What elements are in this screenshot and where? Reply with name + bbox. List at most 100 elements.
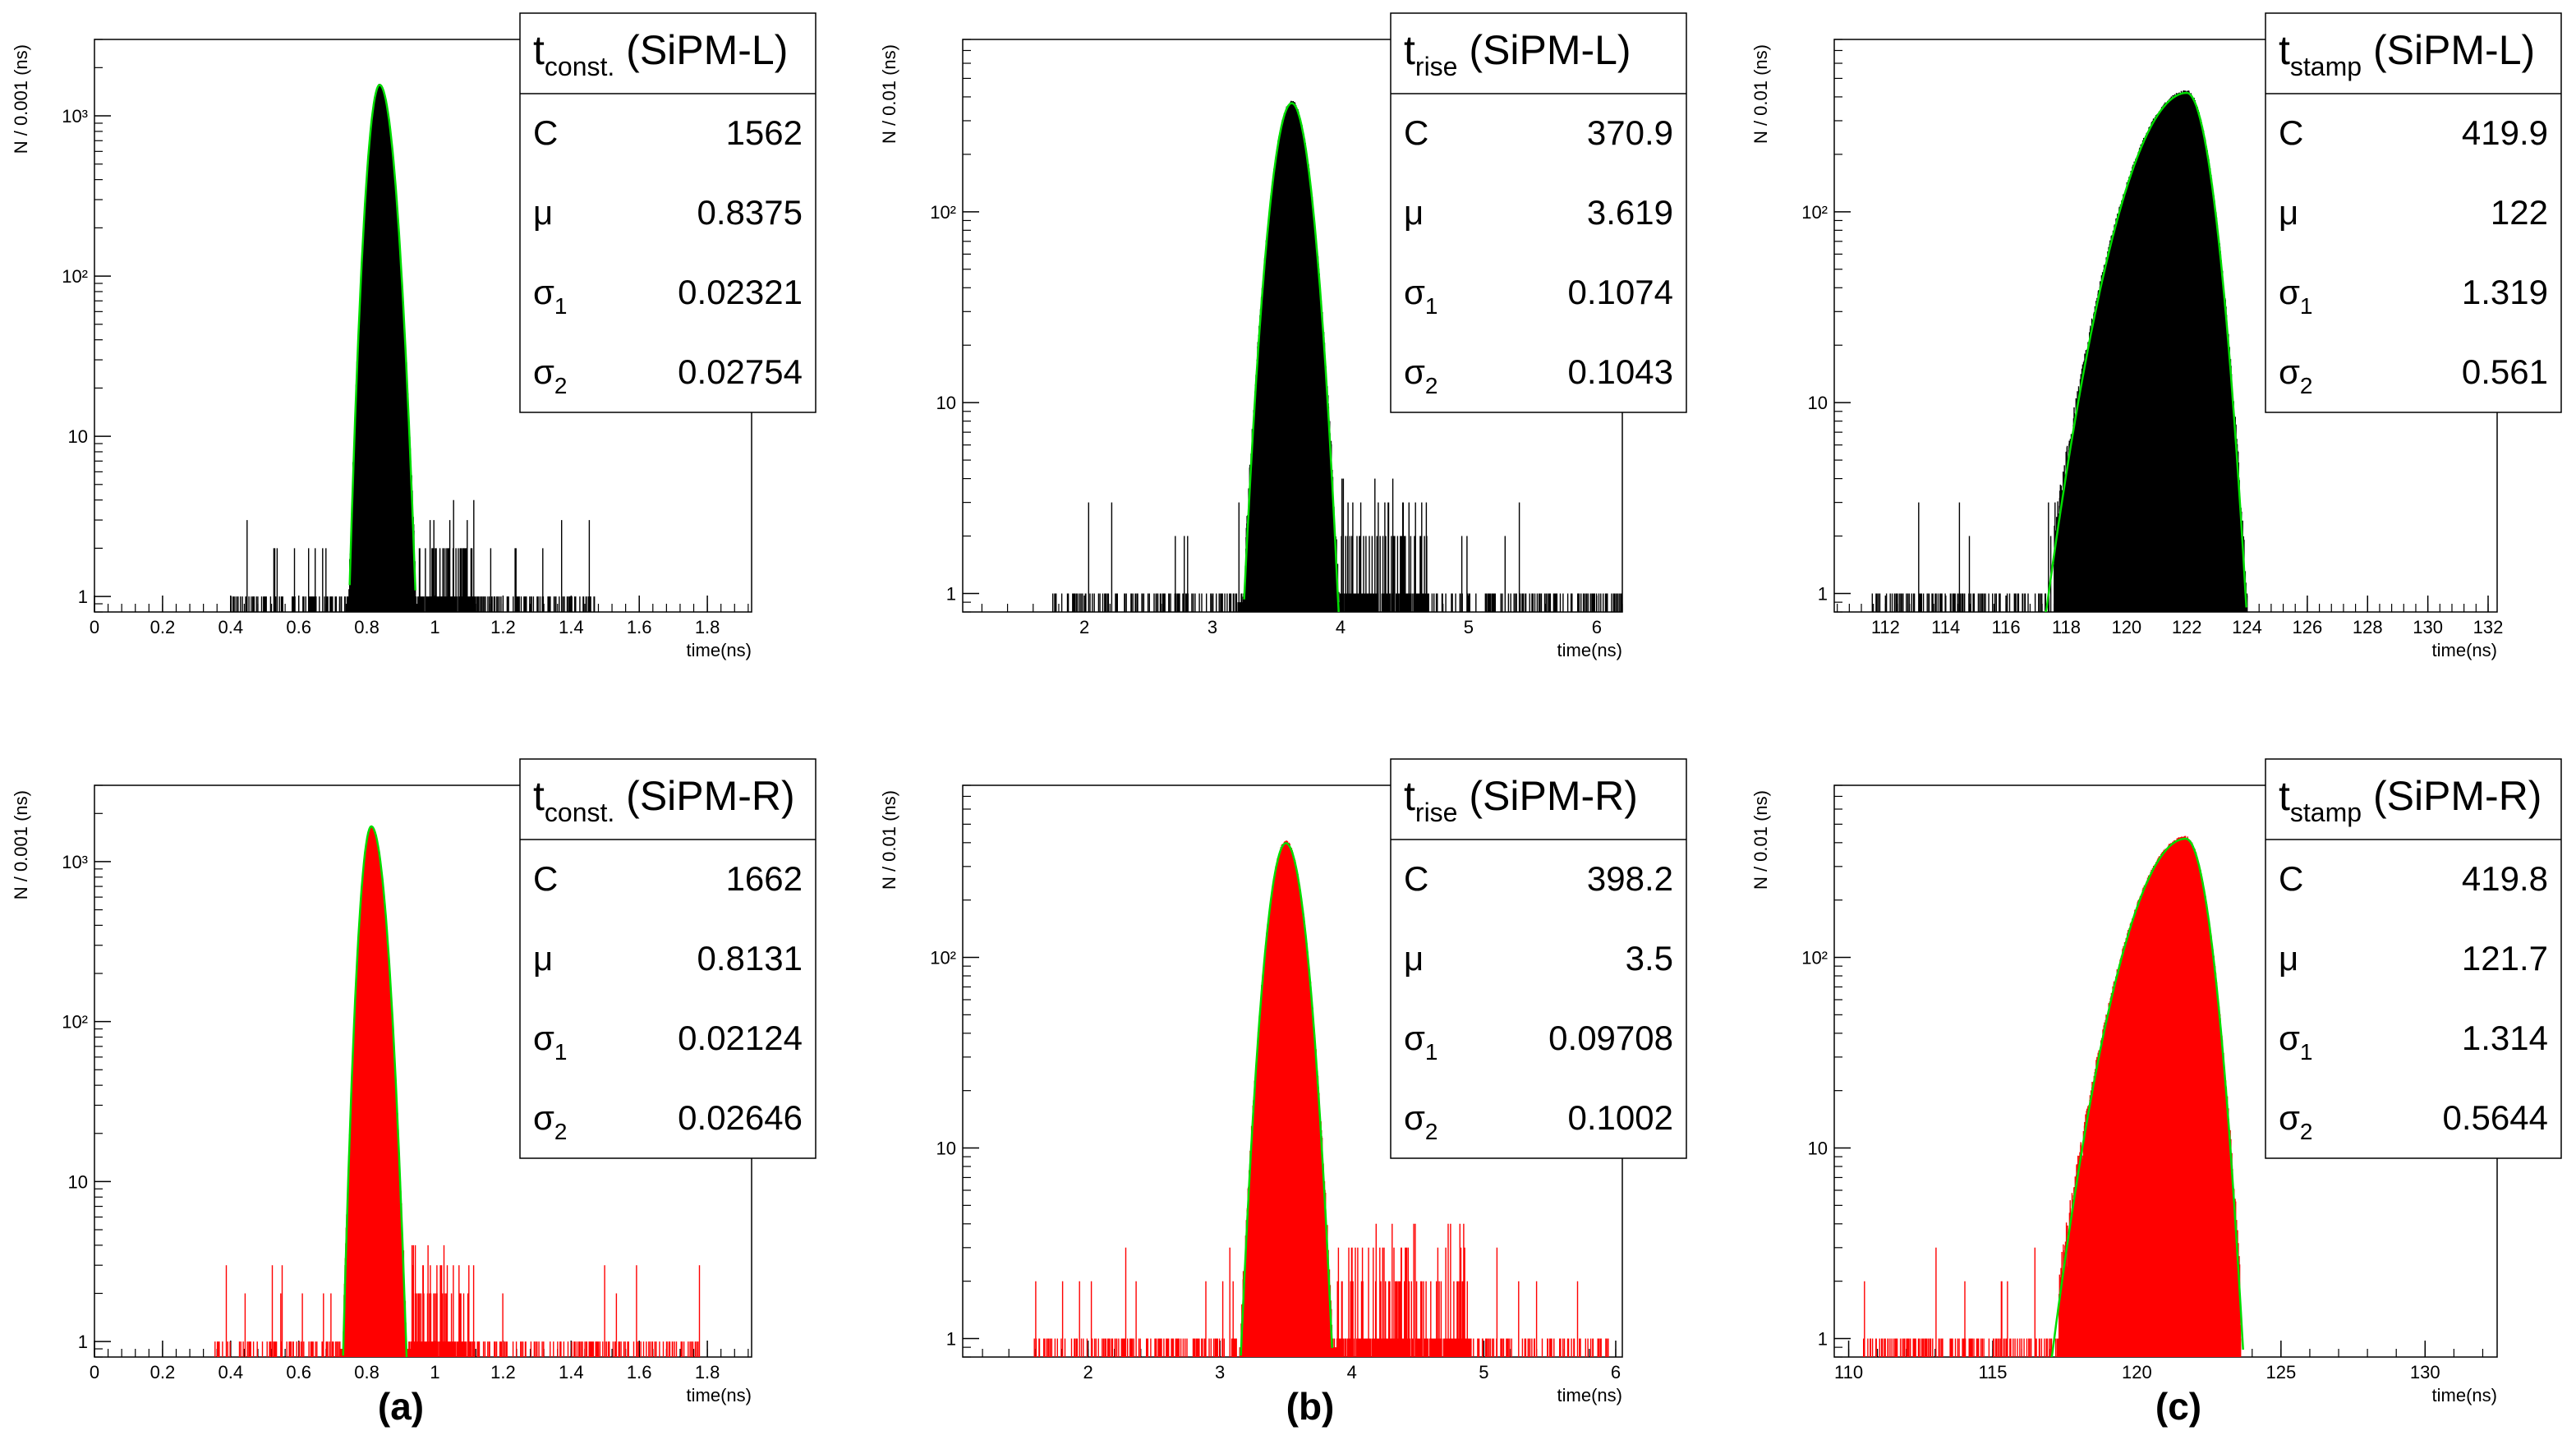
fit-curve: [1240, 842, 1333, 1356]
stat-value: 1.314: [2462, 1019, 2548, 1057]
x-tick-label: 120: [2122, 1362, 2152, 1382]
stat-symbol: μ: [2279, 939, 2298, 978]
x-tick-label: 3: [1208, 617, 1217, 637]
y-tick-label: 10: [1808, 393, 1828, 413]
x-tick-label: 1.8: [695, 1362, 720, 1382]
stat-symbol: C: [2279, 859, 2303, 898]
x-axis-title: time(ns): [687, 640, 752, 660]
stat-symbol: μ: [533, 939, 553, 978]
histogram-bins: [1863, 835, 2242, 1357]
stat-value: 121.7: [2462, 939, 2548, 978]
x-tick-label: 132: [2473, 617, 2504, 637]
x-axis-title: time(ns): [1557, 640, 1622, 660]
x-tick-label: 0.8: [354, 617, 380, 637]
x-tick-label: 1.8: [695, 617, 720, 637]
x-tick-label: 114: [1931, 617, 1960, 637]
histogram-group: [1871, 90, 2248, 612]
stat-value: 0.561: [2462, 352, 2548, 391]
y-tick-label: 10²: [62, 1012, 88, 1033]
stats-title: tstamp (SiPM-L): [2279, 27, 2535, 81]
stat-value: 370.9: [1587, 113, 1673, 152]
panel-label-a: (a): [378, 1385, 424, 1428]
stats-box: tconst. (SiPM-R) C 1662 μ 0.8131 σ1 0.02124 σ2 0…: [519, 758, 816, 1159]
x-tick-label: 6: [1592, 617, 1602, 637]
x-axis-title: time(ns): [2432, 1385, 2497, 1405]
stat-value: 419.8: [2462, 859, 2548, 898]
x-tick-label: 0.4: [218, 1362, 244, 1382]
fit-curve: [2050, 837, 2244, 1357]
stat-value: 0.1043: [1568, 352, 1673, 391]
x-tick-label: 5: [1464, 617, 1474, 637]
y-tick-label: 1: [946, 1329, 956, 1350]
stats-box: trise (SiPM-R) C 398.2 μ 3.5 σ1 0.09708 σ2 0.100…: [1390, 758, 1687, 1159]
x-tick-label: 1.2: [490, 1362, 516, 1382]
x-tick-label: 115: [1978, 1362, 2007, 1382]
y-axis-title: N / 0.001 (ns): [11, 44, 31, 154]
stat-symbol: μ: [1404, 193, 1424, 232]
stat-symbol: σ1: [1404, 1019, 1438, 1065]
y-axis-title: N / 0.01 (ns): [1750, 790, 1771, 890]
y-axis-title: N / 0.01 (ns): [1750, 44, 1771, 144]
stat-value: 0.02754: [678, 352, 803, 391]
y-tick-label: 10: [936, 1139, 956, 1159]
stat-symbol: σ1: [2279, 273, 2313, 319]
y-axis-title: N / 0.01 (ns): [879, 790, 899, 890]
x-tick-label: 0.4: [218, 617, 244, 637]
stat-value: 1.319: [2462, 273, 2548, 311]
stat-value: 0.5644: [2443, 1098, 2548, 1137]
chart-trise_R: 2 3 4 5 6 1 10 10² time(ns) N / 0.01 (ns) trise (S…: [879, 758, 1687, 1405]
x-tick-label: 4: [1336, 617, 1346, 637]
x-axis-title: time(ns): [1557, 1385, 1622, 1405]
x-tick-label: 1.6: [627, 1362, 652, 1382]
x-tick-label: 1: [430, 1362, 439, 1382]
y-axis-title: N / 0.01 (ns): [879, 44, 899, 144]
x-tick-label: 0.6: [286, 617, 311, 637]
stat-symbol: σ2: [2279, 352, 2313, 398]
x-tick-label: 4: [1347, 1362, 1357, 1382]
stat-symbol: μ: [533, 193, 553, 232]
fit-curve: [1243, 102, 1340, 612]
stat-symbol: σ2: [533, 352, 568, 398]
histogram-group: [1033, 840, 1609, 1357]
stat-symbol: C: [533, 113, 558, 152]
stat-symbol: σ1: [533, 273, 568, 319]
x-tick-label: 116: [1992, 617, 2021, 637]
y-tick-label: 1: [946, 583, 956, 604]
x-tick-label: 130: [2413, 617, 2443, 637]
y-tick-label: 10: [68, 1171, 88, 1192]
stat-symbol: C: [1404, 113, 1428, 152]
x-tick-label: 110: [1834, 1362, 1863, 1382]
fit-curve: [348, 84, 416, 591]
stat-symbol: C: [1404, 859, 1428, 898]
stat-symbol: σ2: [1404, 352, 1438, 398]
stat-value: 0.02124: [678, 1019, 803, 1057]
fit-curve: [342, 825, 408, 1357]
stats-box: tstamp (SiPM-L) C 419.9 μ 122 σ1 1.319 σ2 0.561: [2265, 12, 2562, 413]
y-tick-label: 10²: [62, 266, 88, 287]
y-tick-label: 10³: [62, 106, 88, 127]
stats-title: tconst. (SiPM-L): [533, 27, 788, 81]
x-tick-label: 1.4: [559, 1362, 584, 1382]
x-tick-label: 126: [2293, 617, 2323, 637]
stat-symbol: σ2: [1404, 1098, 1438, 1144]
y-tick-label: 10²: [930, 202, 956, 223]
stat-value: 0.09708: [1548, 1019, 1673, 1057]
stats-box: tstamp (SiPM-R) C 419.8 μ 121.7 σ1 1.314 σ2 0.56…: [2265, 758, 2562, 1159]
stat-value: 0.8131: [697, 939, 803, 978]
stats-box-frame: [1390, 12, 1687, 413]
stat-symbol: σ2: [2279, 1098, 2313, 1144]
y-tick-label: 1: [78, 1332, 88, 1352]
y-tick-label: 1: [78, 587, 88, 607]
stats-box-frame: [1390, 758, 1687, 1159]
stats-box: tconst. (SiPM-L) C 1562 μ 0.8375 σ1 0.02321 σ2 0…: [519, 12, 816, 413]
y-tick-label: 10³: [62, 852, 88, 872]
x-tick-label: 118: [2052, 617, 2081, 637]
stat-value: 1562: [726, 113, 803, 152]
histogram-bins: [1033, 840, 1609, 1357]
x-tick-label: 6: [1611, 1362, 1621, 1382]
x-tick-label: 0.8: [354, 1362, 380, 1382]
y-tick-label: 1: [1818, 1329, 1828, 1350]
x-tick-label: 2: [1079, 617, 1089, 637]
y-tick-label: 1: [1818, 583, 1828, 604]
